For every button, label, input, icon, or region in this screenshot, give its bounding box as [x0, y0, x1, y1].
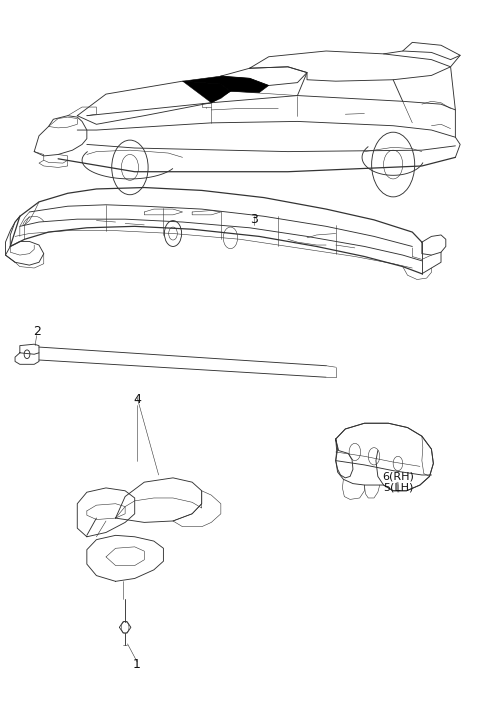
Text: 3: 3: [251, 213, 258, 226]
Text: 2: 2: [33, 325, 40, 338]
Text: 6(RH)
5(LH): 6(RH) 5(LH): [382, 472, 414, 493]
Text: 4: 4: [133, 393, 141, 406]
Text: 1: 1: [133, 658, 141, 671]
Polygon shape: [182, 76, 269, 93]
Polygon shape: [182, 81, 230, 103]
